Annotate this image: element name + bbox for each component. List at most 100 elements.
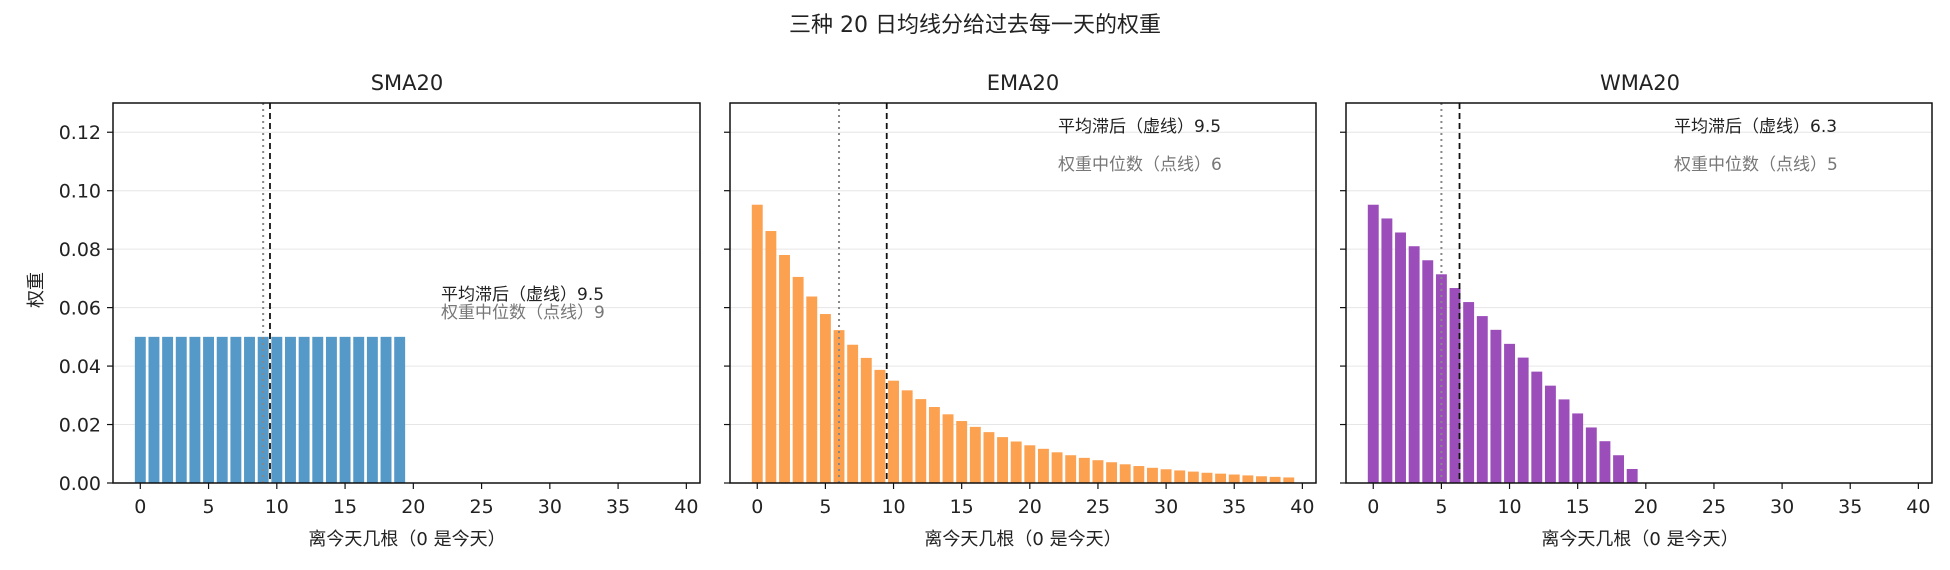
ema20-bar [1215,473,1227,483]
ema20-bar [1269,476,1281,483]
sma20-xtick-label: 10 [265,496,289,518]
sma20-xtick-label: 30 [538,496,562,518]
sma20-ytick-label: 0.08 [59,239,101,261]
wma20-xlabel: 离今天几根（0 是今天） [1541,529,1738,550]
ema20-axes-frame [729,102,1317,484]
sma20-bar [312,336,324,483]
wma20-bar [1544,385,1556,483]
wma20-bar [1463,302,1475,483]
ema20-bar [819,314,831,483]
sma20-ytick-label: 0.04 [59,356,101,378]
ema20-bar [1256,476,1267,483]
sma20-bar [325,336,337,483]
ema20-bar [928,407,940,483]
wma20-xtick-label: 20 [1634,496,1658,518]
ema20-bar [1174,470,1186,483]
wma20-annotation-median: 权重中位数（点线）5 [1674,155,1838,175]
ema20-bar [1106,462,1118,483]
ema20-bar [1037,448,1049,483]
sma20-bar [298,336,310,483]
ema20-bar [942,414,954,483]
sma20-xtick-label: 20 [401,496,425,518]
wma20-bar [1367,204,1379,483]
wma20-bar [1585,427,1597,483]
sma20-bar [216,336,228,483]
ema20-title: EMA20 [987,71,1059,95]
wma20-xtick-label: 25 [1702,496,1726,518]
wma20-bar [1395,232,1406,483]
sma20-bar [353,336,365,483]
sma20-bar [175,336,187,483]
sma20-title: SMA20 [371,71,444,95]
sma20-xtick-label: 15 [333,496,357,518]
sma20-xtick-label: 0 [134,496,146,518]
ema20-xtick-label: 5 [819,496,831,518]
ema20-bar [765,231,777,483]
ema20-bar [792,276,804,483]
ema20-bar [1065,455,1077,483]
ema20-bar [1283,477,1295,483]
panel-ema20: 0 5 10 15 20 25 30 35 40 EMA20 离今天几根（0 是今天） 平均滞后… [724,71,1317,550]
wma20-bar [1626,468,1638,483]
sma20-xlabel: 离今天几根（0 是今天） [308,529,505,550]
ema20-bar [1201,472,1213,483]
ema20-bar [1228,474,1240,483]
ema20-bar [779,255,790,483]
sma20-ytick-label: 0.10 [59,181,101,203]
sma20-bar [203,336,215,483]
figure-title: 三种 20 日均线分给过去每一天的权重 [789,13,1161,38]
wma20-xtick-label: 0 [1367,496,1379,518]
sma20-bar [162,336,174,483]
sma20-ylabel: 权重 [26,272,47,308]
ema20-bar [751,204,763,483]
sma20-ytick-label: 0.06 [59,298,101,320]
sma20-ytick-label: 0.00 [59,473,101,495]
ema20-bar [983,432,995,483]
wma20-bar [1517,357,1529,483]
sma20-axes-frame [112,102,701,484]
ema20-bar [833,330,845,483]
ema20-bar [901,390,913,483]
ema20-bar [1078,457,1090,483]
sma20-bar [339,336,351,483]
ema20-bar [969,426,981,483]
wma20-bar [1613,455,1625,483]
ema20-bar [1187,471,1199,483]
ema20-bar [956,421,968,483]
ema20-bar [1010,441,1022,483]
ema20-bar [888,380,899,483]
sma20-bar [285,336,296,483]
wma20-xtick-label: 5 [1435,496,1447,518]
sma20-xtick-label: 35 [606,496,630,518]
ema20-bar [1024,445,1036,483]
panel-wma20: 0 5 10 15 20 25 30 35 40 WMA20 离今天几根（0 是今天） 平均滞后… [1340,71,1933,550]
sma20-bar [244,336,255,483]
sma20-bar [189,336,201,483]
sma20-bar [230,336,242,483]
wma20-bar [1599,441,1611,483]
ema20-plot-area: 0 5 10 15 20 25 30 35 40 [724,102,1317,518]
wma20-bar [1449,288,1461,483]
ema20-bar [1051,452,1063,483]
sma20-annotation-median: 权重中位数（点线）9 [441,303,605,323]
wma20-xtick-label: 15 [1566,496,1590,518]
sma20-annotation-mean-lag: 平均滞后（虚线）9.5 [441,285,604,305]
sma20-xtick-label: 40 [674,496,698,518]
ema20-bar [1160,469,1172,483]
wma20-xtick-label: 35 [1838,496,1862,518]
sma20-xtick-label: 5 [203,496,215,518]
ema20-xtick-label: 40 [1290,496,1314,518]
ema20-xlabel: 离今天几根（0 是今天） [924,529,1121,550]
ema20-bar [997,437,1009,483]
sma20-ytick-label: 0.12 [59,122,101,144]
wma20-bar [1572,413,1584,483]
sma20-bar [148,336,160,483]
wma20-bar [1381,218,1393,483]
sma20-ytick-label: 0.02 [59,415,101,437]
ema20-bar [874,369,886,483]
ema20-annotation-median: 权重中位数（点线）6 [1058,155,1222,175]
sma20-bar [366,336,378,483]
wma20-bar [1490,329,1502,483]
ema20-annotation-mean-lag: 平均滞后（虚线）9.5 [1058,117,1221,137]
